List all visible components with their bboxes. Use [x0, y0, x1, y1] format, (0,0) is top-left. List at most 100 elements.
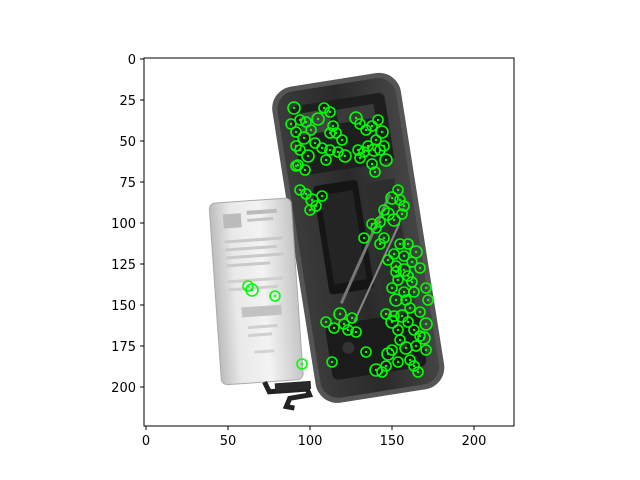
keypoint-circle	[328, 322, 340, 334]
keypoint-circle	[342, 324, 354, 336]
keypoint-circle	[352, 144, 364, 156]
keypoint-circle	[420, 282, 432, 294]
keypoint-circle	[374, 238, 386, 250]
keypoint-center	[370, 222, 374, 226]
keypoint-circle	[349, 111, 363, 125]
keypoint-circle	[360, 346, 372, 358]
keypoint-circle	[414, 262, 426, 274]
y-tick-label: 125	[111, 258, 136, 273]
keypoint-circle	[417, 331, 431, 345]
keypoint-center	[406, 320, 410, 324]
keypoint-circle	[304, 204, 316, 216]
keypoint-circle	[392, 274, 404, 286]
keypoint-circle	[390, 266, 402, 278]
keypoint-center	[410, 260, 414, 264]
keypoint-center	[398, 242, 402, 246]
keypoint-center	[332, 326, 336, 330]
keypoint-center	[331, 124, 335, 128]
keypoint-circle	[375, 125, 389, 139]
keypoint-center	[386, 212, 390, 216]
keypoint-circle	[245, 283, 259, 297]
battery	[208, 197, 314, 411]
keypoint-circle	[369, 166, 381, 178]
keypoint-center	[376, 118, 380, 122]
keypoint-circle	[354, 118, 366, 130]
keypoint-circle	[408, 360, 420, 372]
keypoint-circle	[386, 282, 398, 294]
keypoint-circle	[395, 309, 409, 323]
keypoint-center	[394, 298, 398, 302]
keypoint-center	[324, 320, 328, 324]
keypoint-center	[382, 236, 386, 240]
keypoint-circle	[374, 216, 386, 228]
y-tick-label: 100	[111, 217, 136, 232]
keypoint-center	[414, 250, 418, 254]
keypoint-center	[408, 358, 412, 362]
keypoint-center	[412, 328, 416, 332]
keypoint-center	[398, 338, 402, 342]
keypoint-center	[250, 288, 254, 292]
keypoint-center	[292, 106, 296, 110]
keypoint-circle	[420, 344, 432, 356]
keypoint-circle	[378, 140, 390, 152]
keypoint-center	[378, 242, 382, 246]
keypoint-circle	[242, 280, 254, 292]
keypoint-center	[320, 146, 324, 150]
keypoint-circle	[387, 213, 401, 227]
keypoint-center	[370, 162, 374, 166]
keypoint-center	[380, 370, 384, 374]
keypoint-circle	[269, 290, 281, 302]
keypoint-circle	[366, 120, 378, 132]
keypoint-circle	[327, 120, 339, 132]
keypoint-circle	[370, 222, 382, 234]
keypoint-center	[396, 188, 400, 192]
keypoint-center	[340, 138, 344, 142]
y-tick-label: 0	[128, 53, 136, 68]
keypoint-center	[384, 364, 388, 368]
keypoint-center	[373, 170, 377, 174]
keypoint-circle	[380, 308, 392, 320]
keypoint-center	[396, 328, 400, 332]
keypoint-center	[402, 268, 406, 272]
keypoint-circle	[358, 232, 370, 244]
keypoint-center	[289, 122, 293, 126]
keypoint-center	[374, 138, 378, 142]
keypoint-center	[400, 314, 404, 318]
keypoint-center	[328, 131, 332, 135]
keypoint-markers	[242, 101, 434, 378]
keypoint-circle	[320, 316, 332, 328]
keypoint-center	[300, 362, 304, 366]
keypoint-circle	[320, 154, 332, 166]
keypoint-circle	[394, 238, 406, 250]
keypoint-center	[306, 154, 310, 158]
y-tick-label: 25	[119, 94, 136, 109]
keypoint-circle	[311, 112, 325, 126]
keypoint-circle	[402, 316, 414, 328]
keypoint-circle	[296, 358, 308, 370]
keypoint-center	[382, 144, 386, 148]
keypoint-center	[404, 298, 408, 302]
keypoint-circle	[378, 232, 390, 244]
keypoint-center	[392, 218, 396, 222]
keypoint-circle	[385, 191, 399, 205]
keypoint-center	[416, 370, 420, 374]
keypoint-center	[386, 352, 390, 356]
keypoint-center	[358, 122, 362, 126]
keypoint-center	[356, 148, 360, 152]
keypoint-center	[313, 141, 317, 145]
keypoint-center	[328, 148, 332, 152]
x-tick-label: 0	[142, 434, 150, 449]
x-tick-label: 150	[380, 434, 405, 449]
keypoint-center	[370, 124, 374, 128]
keypoint-center	[324, 158, 328, 162]
y-tick-label: 75	[119, 176, 136, 191]
keypoint-center	[309, 128, 313, 132]
keypoint-circle	[366, 218, 378, 230]
keypoint-center	[304, 120, 308, 124]
keypoint-center	[362, 236, 366, 240]
keypoint-circle	[419, 317, 433, 331]
keypoint-center	[364, 350, 368, 354]
y-tick-label: 50	[119, 135, 136, 150]
keypoint-center	[338, 312, 342, 316]
